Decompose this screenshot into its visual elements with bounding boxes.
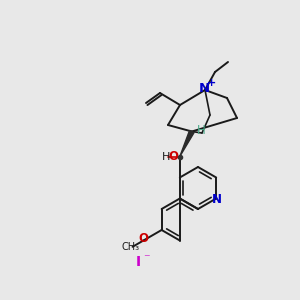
Text: H: H <box>196 124 205 137</box>
Text: N: N <box>198 82 210 95</box>
Text: I: I <box>135 255 141 269</box>
Text: CH₃: CH₃ <box>122 242 140 252</box>
Text: ⁻: ⁻ <box>143 253 149 266</box>
Text: O: O <box>138 232 148 245</box>
Text: H: H <box>162 152 170 161</box>
Text: N: N <box>212 193 222 206</box>
Text: O: O <box>168 150 178 163</box>
Polygon shape <box>180 130 194 157</box>
Text: +: + <box>207 78 217 88</box>
